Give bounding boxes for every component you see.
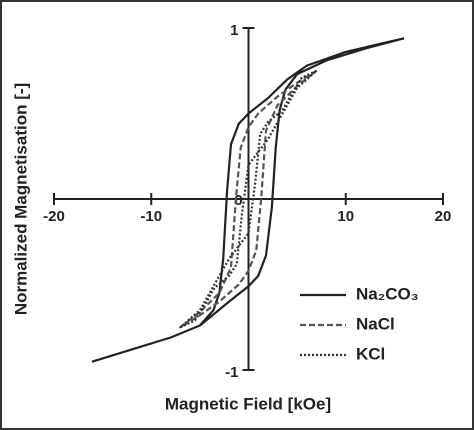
series-line (179, 69, 318, 329)
x-tick-label: 0 (234, 192, 242, 209)
y-tick-label: -1 (225, 364, 238, 381)
series-line (91, 37, 405, 363)
x-tick-label: 10 (337, 208, 354, 225)
x-tick-label: -20 (43, 208, 65, 225)
x-tick-label: 20 (435, 208, 452, 225)
legend-label: NaCl (356, 314, 395, 333)
x-axis-title: Magnetic Field [kOe] (165, 394, 331, 413)
legend-label: Na₂CO₃ (356, 284, 419, 303)
y-axis-title: Normalized Magnetisation [-] (11, 83, 30, 315)
legend-label: KCl (356, 344, 385, 363)
y-tick-label: 1 (230, 22, 238, 39)
x-tick-label: -10 (140, 208, 162, 225)
